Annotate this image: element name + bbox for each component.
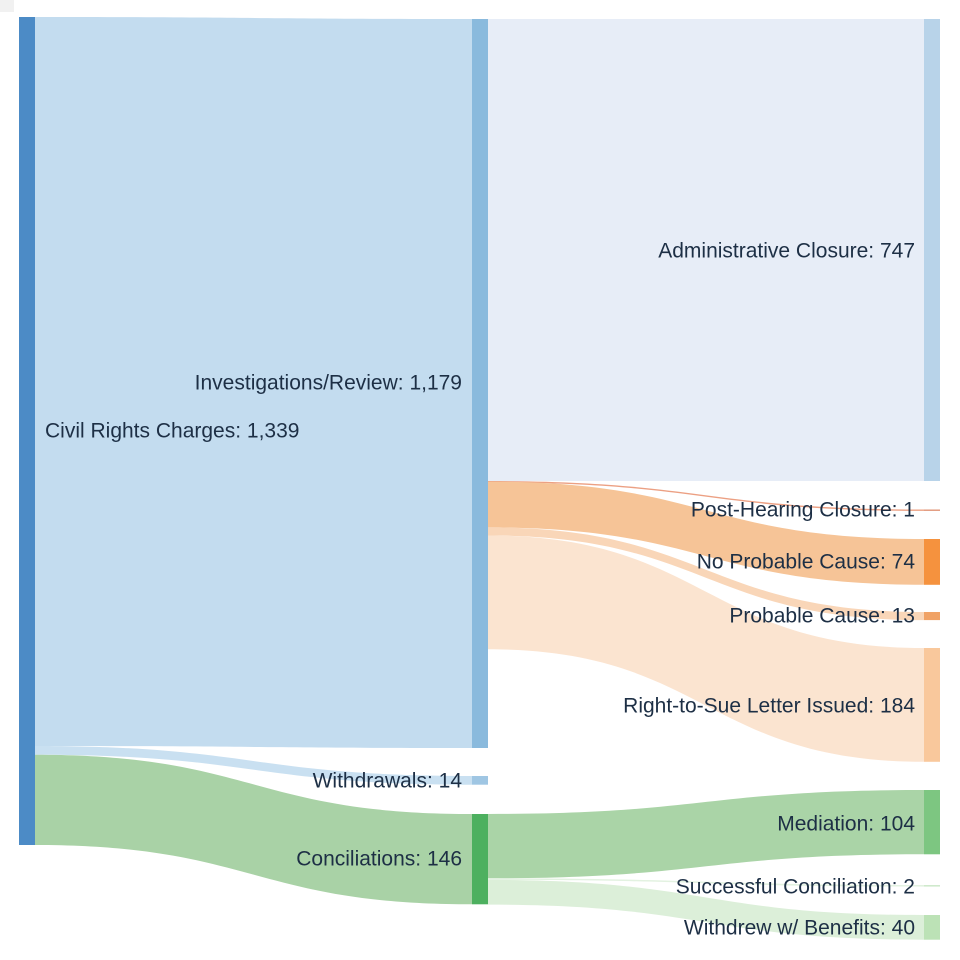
screen-corner-artifact xyxy=(0,0,14,12)
node-successful-conciliation[interactable] xyxy=(924,885,940,887)
link-investigations-review-to-probable-cause[interactable] xyxy=(488,527,924,621)
node-no-probable-cause[interactable] xyxy=(924,539,940,585)
node-post-hearing-closure[interactable] xyxy=(924,509,940,511)
node-investigations-review[interactable] xyxy=(472,19,488,748)
node-civil-rights-charges[interactable] xyxy=(19,17,35,845)
link-conciliations-to-mediation[interactable] xyxy=(488,790,924,879)
node-administrative-closure[interactable] xyxy=(924,19,940,481)
node-right-to-sue[interactable] xyxy=(924,648,940,762)
node-mediation[interactable] xyxy=(924,790,940,855)
link-investigations-review-to-no-probable-cause[interactable] xyxy=(488,481,924,585)
node-withdrawals[interactable] xyxy=(472,776,488,785)
link-civil-rights-charges-to-investigations-review[interactable] xyxy=(35,17,472,748)
link-investigations-review-to-administrative-closure[interactable] xyxy=(488,19,924,481)
link-conciliations-to-withdrew-benefits[interactable] xyxy=(488,879,924,940)
link-civil-rights-charges-to-withdrawals[interactable] xyxy=(35,746,472,785)
node-withdrew-benefits[interactable] xyxy=(924,915,940,940)
link-investigations-review-to-right-to-sue[interactable] xyxy=(488,535,924,762)
node-probable-cause[interactable] xyxy=(924,612,940,621)
link-conciliations-to-successful-conciliation[interactable] xyxy=(488,878,924,887)
link-civil-rights-charges-to-conciliations[interactable] xyxy=(35,754,472,905)
link-investigations-review-to-post-hearing-closure[interactable] xyxy=(488,481,924,511)
node-conciliations[interactable] xyxy=(472,814,488,905)
